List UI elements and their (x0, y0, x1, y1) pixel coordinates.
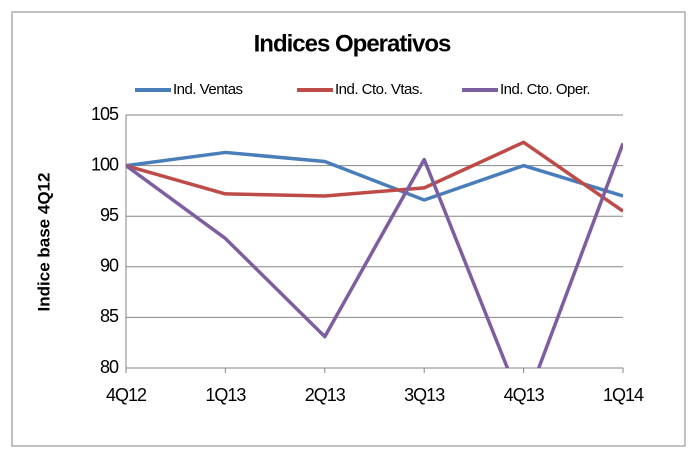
chart-title: Indices Operativos (254, 30, 451, 57)
series-line (126, 140, 623, 213)
y-tick-label: 100 (91, 154, 119, 174)
legend-label: Ind. Cto. Vtas. (335, 81, 423, 98)
y-tick-label: 105 (91, 104, 119, 124)
y-tick-label: 90 (100, 256, 119, 276)
x-tick-label: 4Q13 (504, 385, 545, 405)
series-line (126, 142, 623, 368)
y-tick-label: 95 (100, 205, 119, 225)
series-line (126, 150, 623, 202)
y-tick-label: 85 (100, 306, 119, 326)
x-tick-label: 1Q13 (205, 385, 246, 405)
plot-area (126, 140, 623, 368)
legend-label: Ind. Ventas (173, 81, 243, 98)
y-tick-label: 80 (100, 357, 119, 377)
x-tick-label: 2Q13 (305, 385, 346, 405)
x-tick-label: 4Q12 (106, 385, 147, 405)
x-tick-label: 1Q14 (603, 385, 644, 405)
y-axis-label: Indice base 4Q12 (34, 173, 53, 312)
x-tick-label: 3Q13 (404, 385, 445, 405)
legend-label: Ind. Cto. Oper. (500, 81, 590, 98)
chart-frame (11, 11, 686, 447)
